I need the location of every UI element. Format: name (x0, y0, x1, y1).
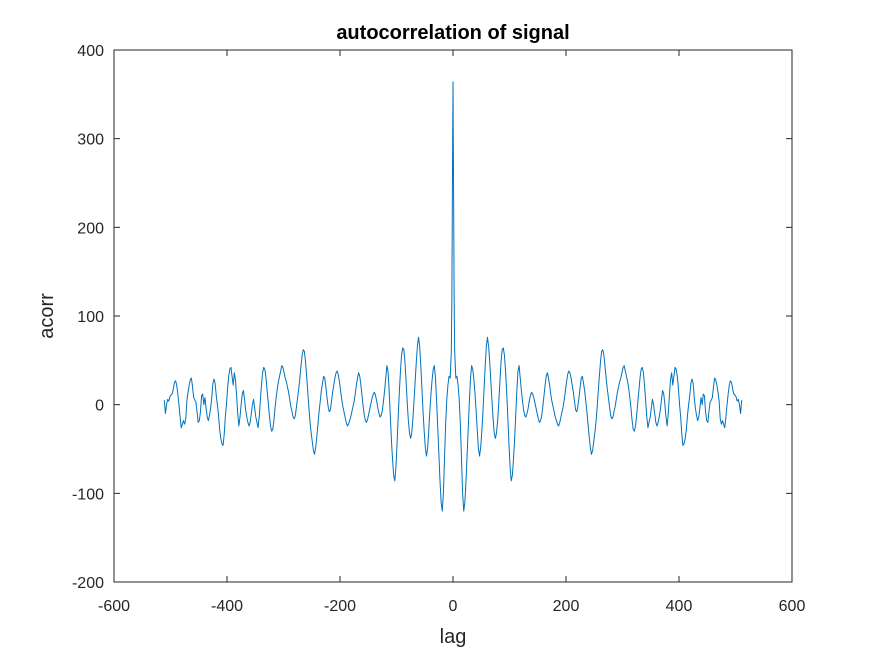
x-tick-label: 600 (779, 598, 806, 615)
series-layer (163, 81, 743, 512)
x-tick-label: -200 (324, 598, 356, 615)
x-tick-label: 400 (666, 598, 693, 615)
y-axis-label: acorr (36, 293, 58, 339)
y-tick-label: -200 (72, 575, 104, 592)
x-tick-label: 0 (449, 598, 458, 615)
x-tick-label: -600 (98, 598, 130, 615)
y-tick-label: 200 (77, 220, 104, 237)
y-tick-label: 100 (77, 309, 104, 326)
x-tick-label: -400 (211, 598, 243, 615)
x-axis: -600 -400 -200 0 200 400 600 (98, 50, 805, 615)
y-tick-label: 0 (95, 398, 104, 415)
chart-title: autocorrelation of signal (336, 22, 569, 44)
y-axis: -200 -100 0 100 200 300 400 (72, 43, 792, 592)
y-tick-label: 300 (77, 132, 104, 149)
x-tick-label: 200 (553, 598, 580, 615)
series-line-0 (163, 81, 743, 512)
y-tick-label: 400 (77, 43, 104, 60)
x-axis-label: lag (440, 626, 467, 648)
y-tick-label: -100 (72, 486, 104, 503)
